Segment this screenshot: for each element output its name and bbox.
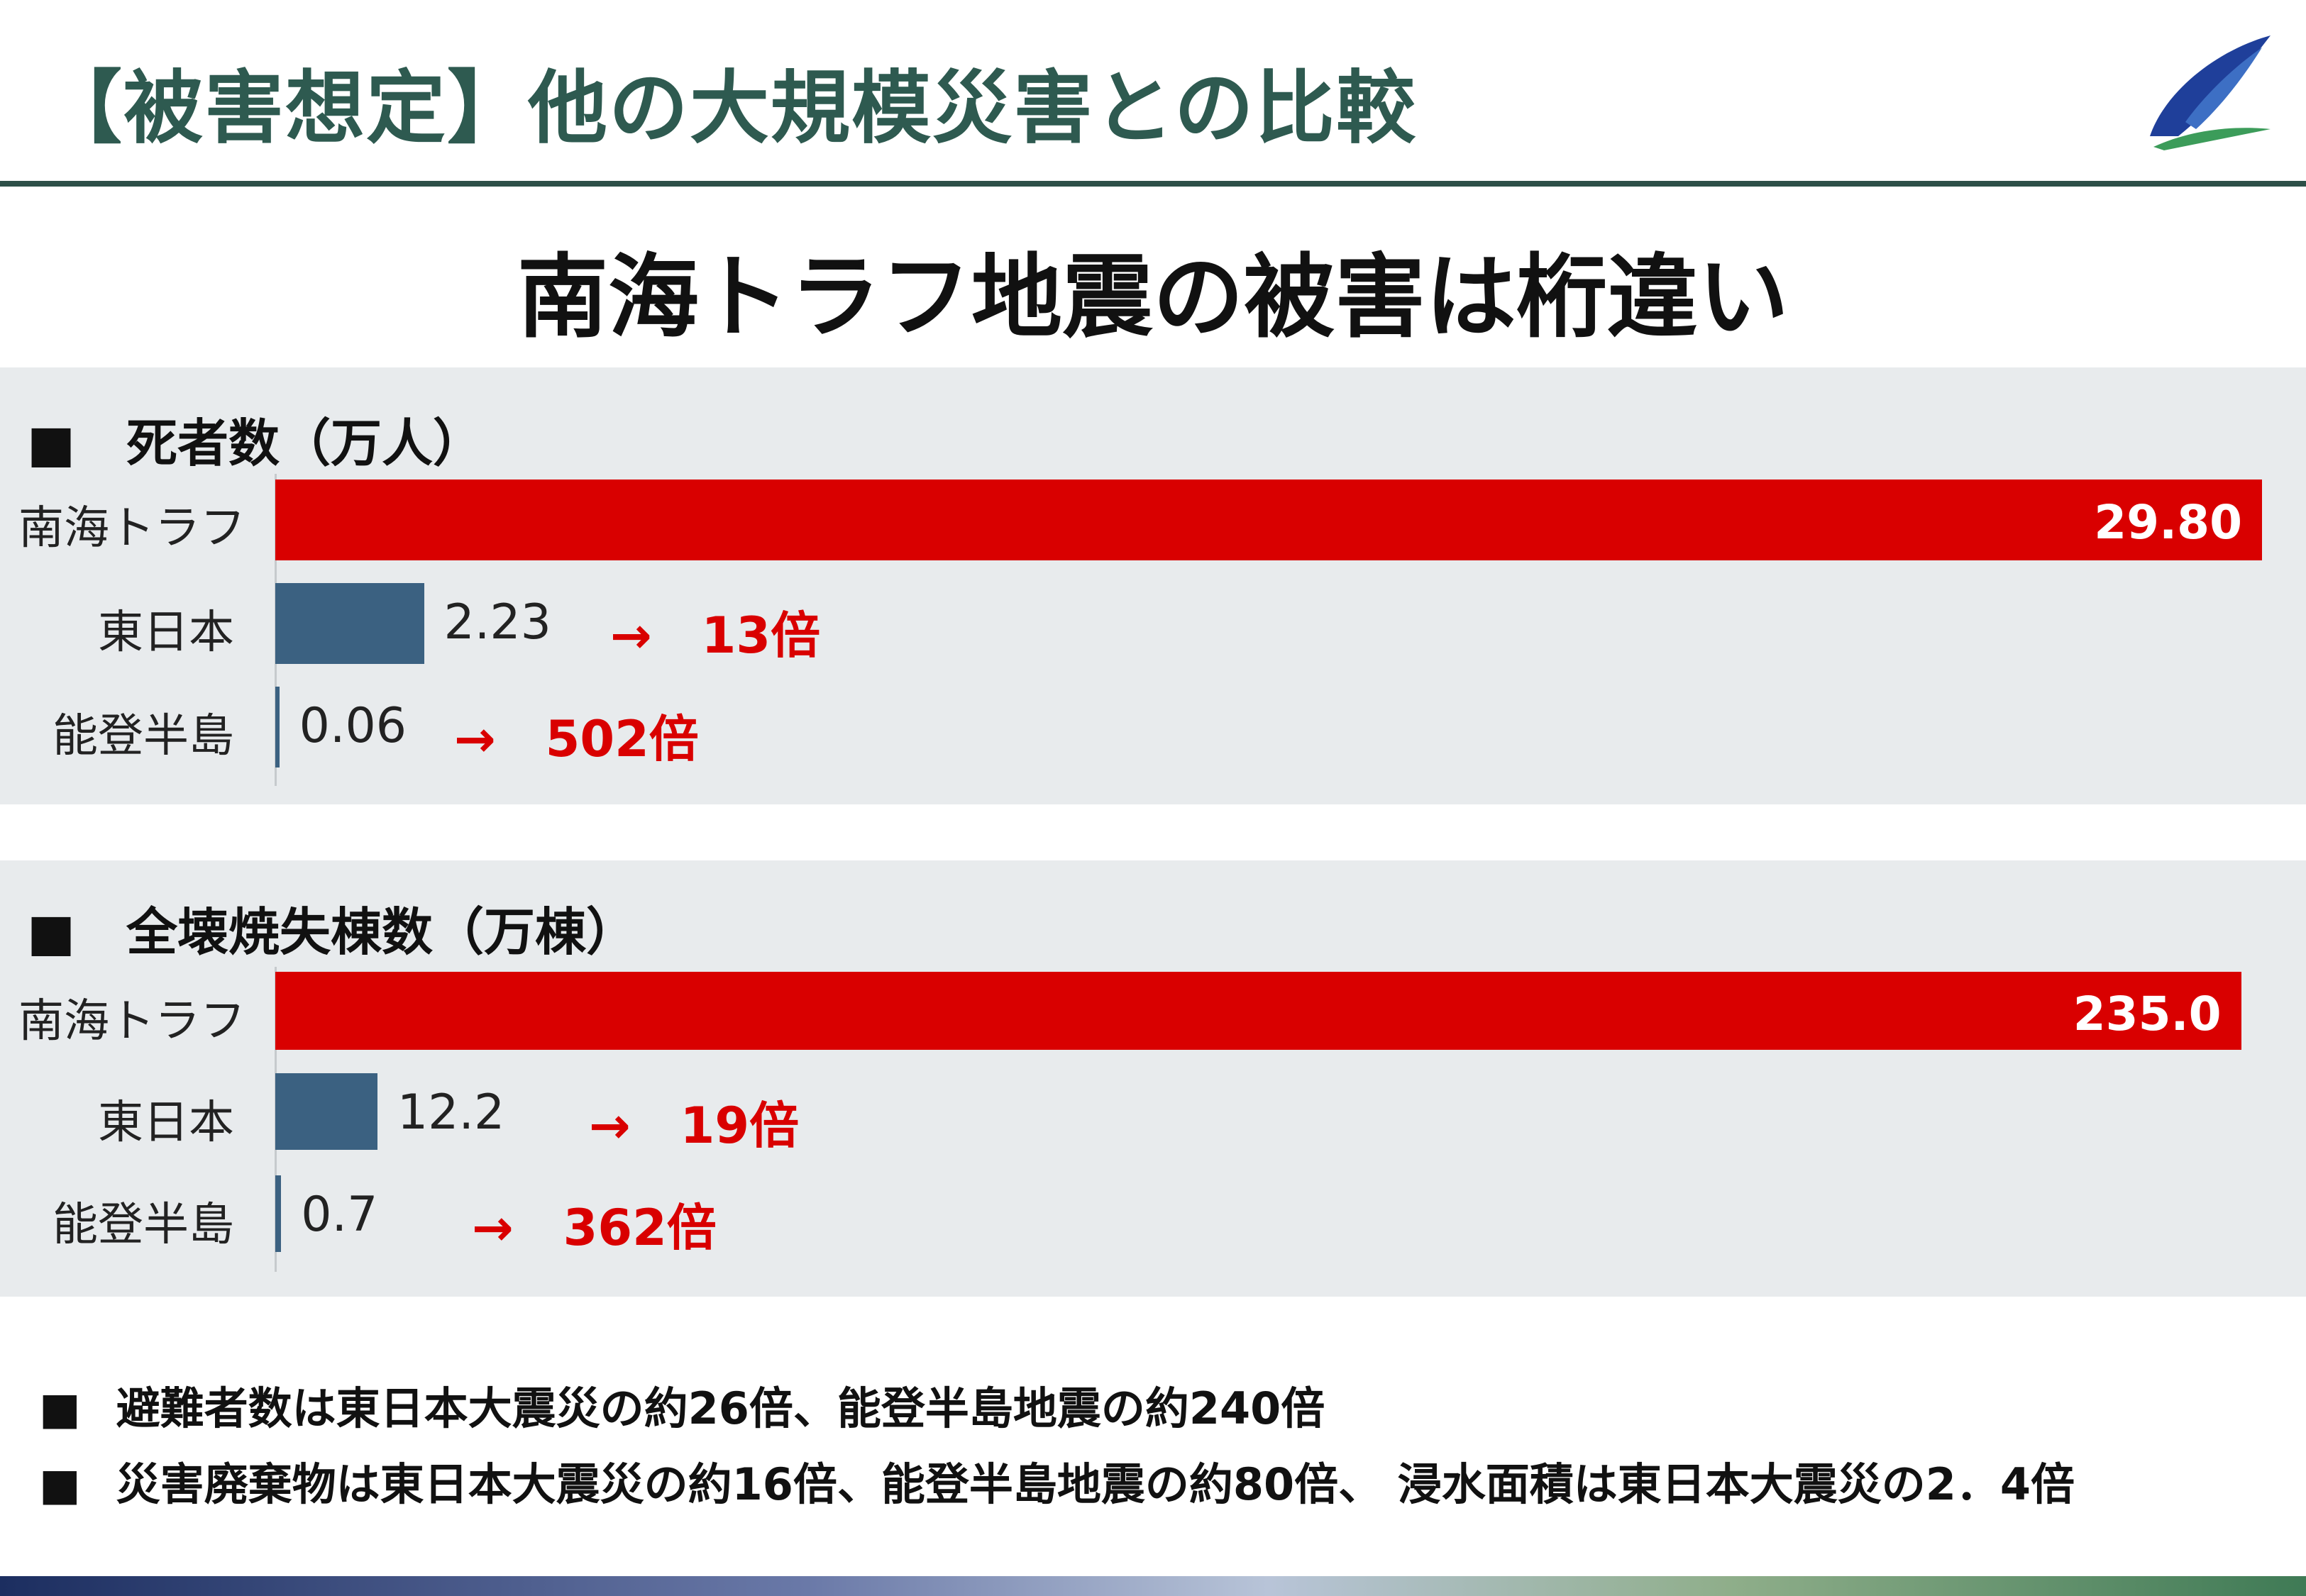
note-text: 災害廃棄物は東日本大震災の約16倍、能登半島地震の約80倍、 浸水面積は東日本大…	[116, 1458, 2075, 1510]
ratio-label: → 13倍	[610, 606, 821, 665]
bar	[275, 1175, 282, 1252]
note-item: ■ 避難者数は東日本大震災の約26倍、能登半島地震の約240倍	[39, 1373, 1325, 1436]
bar	[275, 687, 280, 767]
leaf-logo-icon	[2148, 35, 2271, 150]
bar	[275, 972, 2241, 1050]
ratio-label: → 19倍	[589, 1097, 800, 1155]
chart-title: ■ 全壊焼失棟数（万棟）	[27, 902, 638, 962]
data-label: 12.2	[397, 1085, 505, 1141]
note-text: 避難者数は東日本大震災の約26倍、能登半島地震の約240倍	[116, 1382, 1325, 1434]
square-bullet-icon: ■	[39, 1458, 81, 1510]
data-label: 2.23	[443, 594, 551, 650]
category-label: 東日本	[98, 1097, 234, 1149]
note-item: ■ 災害廃棄物は東日本大震災の約16倍、能登半島地震の約80倍、 浸水面積は東日本…	[39, 1448, 2075, 1512]
chart-panel-buildings: ■ 全壊焼失棟数（万棟） 南海トラフ 235.0 東日本 12.2 → 19倍 …	[0, 860, 2306, 1297]
bar	[275, 480, 2262, 560]
ratio-label: → 362倍	[472, 1199, 717, 1257]
category-label: 東日本	[98, 606, 234, 659]
data-label: 0.7	[301, 1187, 378, 1243]
category-label: 能登半島	[53, 710, 234, 763]
data-label: 29.80	[2094, 495, 2242, 550]
page-title: 【被害想定】他の大規模災害との比較	[43, 62, 1417, 155]
chart-panel-deaths: ■ 死者数（万人） 南海トラフ 29.80 東日本 2.23 → 13倍 能登半…	[0, 367, 2306, 804]
square-bullet-icon: ■	[39, 1382, 81, 1434]
header-divider	[0, 181, 2306, 187]
data-label: 0.06	[299, 698, 407, 754]
bar	[275, 583, 424, 664]
category-label: 能登半島	[53, 1199, 234, 1251]
category-label: 南海トラフ	[18, 502, 246, 555]
footer-gradient-band	[0, 1576, 2306, 1596]
category-label: 南海トラフ	[18, 995, 246, 1048]
chart-title: ■ 死者数（万人）	[27, 414, 485, 473]
bar	[275, 1073, 377, 1150]
ratio-label: → 502倍	[454, 710, 699, 768]
headline: 南海トラフ地震の被害は桁違い	[517, 245, 1789, 350]
data-label: 235.0	[2073, 987, 2222, 1041]
